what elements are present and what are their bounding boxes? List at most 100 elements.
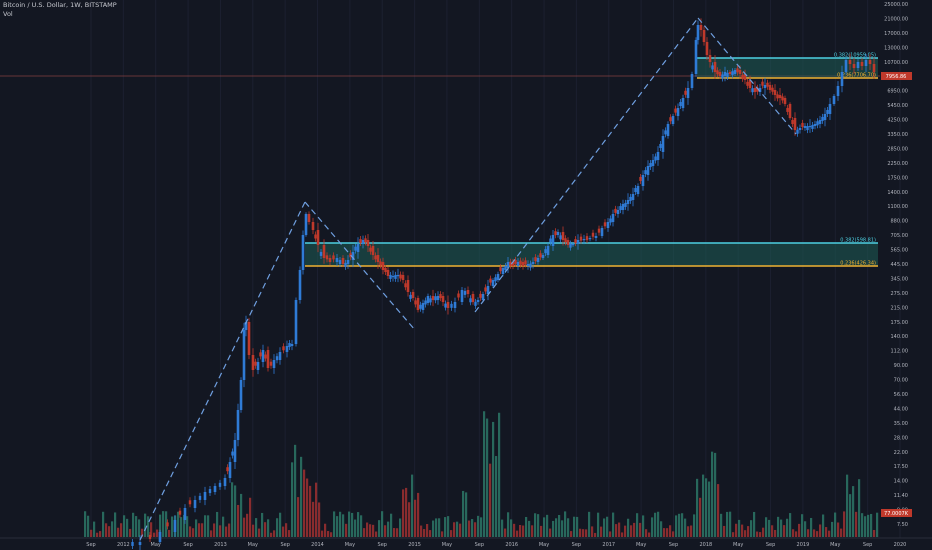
trend-lines[interactable]	[139, 17, 797, 541]
volume-bar	[162, 511, 165, 537]
candle-body	[193, 500, 197, 508]
volume-bar	[219, 525, 222, 537]
volume-bar	[708, 481, 711, 537]
volume-bar	[291, 462, 294, 537]
volume-bar	[384, 525, 387, 537]
price-tick-label: 22.00	[894, 450, 908, 456]
volume-bar	[849, 494, 852, 537]
time-tick-label: 2012	[117, 542, 130, 548]
volume-bar	[99, 531, 102, 537]
price-tick-label: 215.00	[891, 305, 909, 311]
volume-bar	[768, 519, 771, 537]
candle-body	[736, 68, 739, 73]
candle-body	[561, 232, 565, 240]
volume-bar	[372, 524, 375, 537]
price-tick-label: 56.00	[894, 392, 908, 398]
candle-body	[319, 251, 323, 256]
dashed-trend-line	[139, 201, 306, 541]
candle-body	[499, 267, 502, 272]
candle-body	[529, 263, 532, 268]
volume-bar	[390, 513, 393, 537]
volume-bar	[585, 529, 588, 537]
candle-body	[569, 243, 572, 248]
candle-body	[446, 302, 450, 308]
volume-bar	[795, 531, 798, 537]
volume-bar	[816, 531, 819, 537]
candle-body	[702, 30, 706, 42]
volume-bar	[612, 512, 615, 537]
candle-body	[796, 129, 799, 134]
volume-bar	[696, 478, 699, 537]
symbol-title[interactable]: Bitcoin / U.S. Dollar, 1W, BITSTAMP	[3, 1, 117, 9]
candle-body	[414, 300, 417, 305]
price-tick-label: 7.50	[897, 522, 908, 528]
volume-bar	[408, 502, 411, 537]
volume-bar	[741, 524, 744, 537]
candle-body	[409, 294, 412, 299]
volume-bar	[231, 482, 234, 537]
fib-zones[interactable]: 0.382(10959.05) 0.236(7706.70) 0.382(598.8…	[305, 53, 878, 267]
candle-body	[606, 222, 610, 228]
price-tick-label: 35.00	[894, 421, 908, 427]
volume-bar	[609, 531, 612, 537]
candle-body	[226, 467, 229, 472]
volume-bar	[573, 516, 576, 537]
volume-bar	[858, 479, 861, 537]
time-tick-label: 2017	[602, 542, 615, 548]
volume-bar	[204, 515, 207, 537]
candle-body	[213, 486, 217, 492]
candle-body	[748, 80, 752, 88]
volume-bar	[675, 515, 678, 537]
volume-bar	[216, 511, 219, 537]
candle-body	[611, 214, 615, 222]
volume-bar	[189, 526, 192, 537]
candle-body	[840, 72, 844, 86]
volume-bar	[633, 522, 636, 537]
volume-bar	[456, 521, 459, 537]
volume-bar	[618, 522, 621, 537]
candle-body	[278, 352, 282, 360]
time-tick-label: Sep	[378, 542, 387, 548]
candle-body	[566, 240, 570, 245]
candle-body	[239, 380, 243, 410]
candle-body	[741, 74, 744, 79]
time-tick-label: 2014	[311, 542, 324, 548]
candle-body	[826, 109, 829, 114]
price-axis[interactable]: 25000.00 21000.00 17000.00 13000.00 10700.00…	[884, 2, 908, 528]
candle-body	[676, 108, 680, 116]
volume-bar	[501, 519, 504, 537]
candle-body	[641, 175, 645, 186]
volume-bar	[141, 528, 144, 537]
candle-body	[369, 247, 372, 252]
volume-bar	[627, 518, 630, 537]
volume-bar	[288, 530, 291, 537]
volume-bar	[624, 525, 627, 537]
volume-indicator-label[interactable]: Vol	[3, 9, 13, 18]
candle-body	[738, 70, 742, 74]
candle-body	[354, 246, 357, 251]
volume-bar	[528, 520, 531, 537]
price-tick-label: 17.50	[894, 464, 908, 470]
time-tick-label: May	[442, 542, 452, 548]
volume-bar	[327, 531, 330, 537]
candle-body	[651, 160, 655, 166]
candle-body	[526, 264, 530, 266]
candle-body	[816, 121, 819, 126]
candle-body	[481, 294, 485, 300]
volume-bar	[435, 518, 438, 537]
volume-bar	[822, 514, 825, 537]
candle-body	[629, 196, 632, 201]
volume-bar	[360, 515, 363, 537]
time-axis[interactable]: Sep 2012 May Sep 2013 May Sep 2014 May Sep 2015 May…	[86, 542, 906, 548]
time-tick-label: May	[151, 542, 161, 548]
volume-bar	[666, 528, 669, 537]
price-tags: 7956.86 77.0007K	[881, 72, 912, 517]
price-tick-label: 6950.00	[887, 89, 908, 95]
candle-body	[753, 88, 757, 92]
price-tick-label: 5450.00	[887, 103, 908, 109]
candle-body	[463, 290, 467, 295]
time-tick-label: May	[733, 542, 743, 548]
candle-body	[713, 62, 717, 72]
candle-body	[860, 62, 864, 66]
